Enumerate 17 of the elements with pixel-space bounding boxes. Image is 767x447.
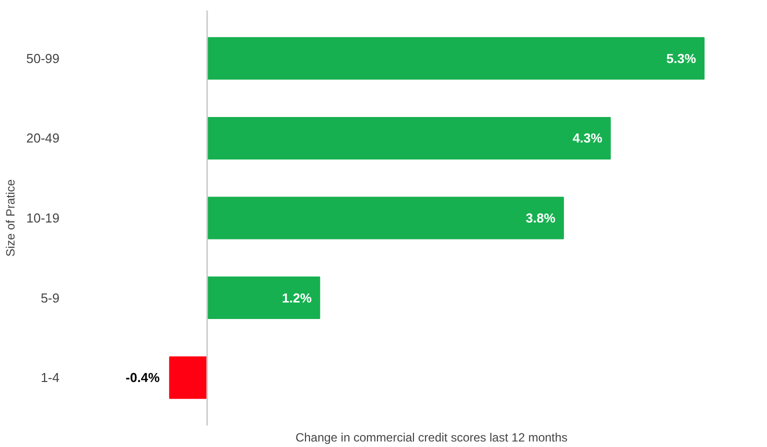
data-label: 1.2% bbox=[282, 290, 312, 306]
data-label: 3.8% bbox=[526, 210, 556, 226]
y-tick-label: 5-9 bbox=[40, 290, 60, 306]
y-tick-label: 1-4 bbox=[40, 370, 60, 386]
x-axis-title: Change in commercial credit scores last 12 months bbox=[295, 430, 568, 444]
bar bbox=[206, 116, 611, 160]
data-label: -0.4% bbox=[126, 370, 160, 386]
bar bbox=[206, 276, 320, 320]
bar bbox=[206, 37, 705, 80]
bar bbox=[206, 196, 564, 240]
y-tick-label: 50-99 bbox=[26, 50, 60, 66]
y-axis-title: Size of Pratice bbox=[3, 178, 18, 257]
data-label: 5.3% bbox=[666, 50, 696, 66]
y-tick-label: 20-49 bbox=[26, 130, 60, 146]
data-label: 4.3% bbox=[572, 130, 603, 146]
bar bbox=[169, 356, 208, 399]
y-tick-label: 10-19 bbox=[26, 210, 60, 226]
